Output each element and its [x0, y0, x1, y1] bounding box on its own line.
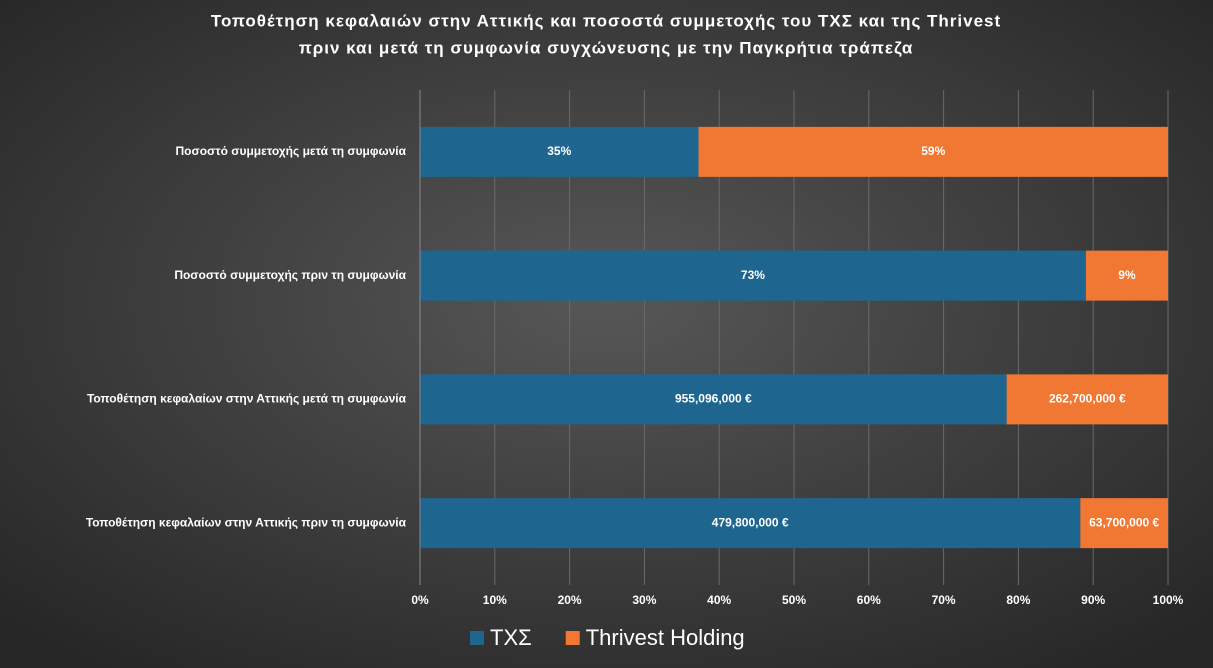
legend-swatch: [470, 631, 484, 645]
x-tick-label: 10%: [483, 593, 507, 607]
y-tick-label: Τοποθέτηση κεφαλαίων στην Αττικής μετά τ…: [87, 392, 407, 406]
legend-label: Thrivest Holding: [586, 625, 745, 650]
data-label: 59%: [921, 144, 945, 158]
chart-title: πριν και μετά τη συμφωνία συγχώνευσης με…: [299, 38, 914, 57]
data-label: 479,800,000 €: [712, 515, 789, 529]
x-tick-label: 70%: [932, 593, 956, 607]
x-tick-label: 30%: [632, 593, 656, 607]
y-tick-label: Ποσοστό συμμετοχής πριν τη συμφωνία: [174, 268, 406, 282]
bar-segment: [420, 250, 1086, 301]
x-tick-label: 90%: [1081, 593, 1105, 607]
x-tick-label: 60%: [857, 593, 881, 607]
chart-title: Τοποθέτηση κεφαλαιών στην Αττικής και πο…: [211, 11, 1001, 30]
x-tick-label: 100%: [1153, 593, 1184, 607]
x-tick-label: 50%: [782, 593, 806, 607]
bar-segment: [1080, 498, 1168, 549]
bar-segment: [420, 126, 699, 177]
data-label: 262,700,000 €: [1049, 392, 1126, 406]
x-tick-label: 0%: [411, 593, 429, 607]
data-label: 35%: [547, 144, 571, 158]
x-tick-label: 20%: [558, 593, 582, 607]
data-label: 955,096,000 €: [675, 392, 752, 406]
y-tick-label: Τοποθέτηση κεφαλαίων στην Αττικής πριν τ…: [86, 515, 407, 529]
bar-segment: [698, 126, 1168, 177]
data-label: 73%: [741, 268, 765, 282]
bar-segment: [1006, 374, 1168, 425]
data-label: 63,700,000 €: [1089, 515, 1159, 529]
bar-segment: [420, 374, 1007, 425]
legend-swatch: [565, 631, 580, 645]
x-tick-label: 80%: [1006, 593, 1030, 607]
bar-segment: [1085, 250, 1168, 301]
y-tick-label: Ποσοστό συμμετοχής μετά τη συμφωνία: [176, 144, 407, 158]
data-label: 9%: [1118, 268, 1136, 282]
x-tick-label: 40%: [707, 593, 731, 607]
legend-label: ΤΧΣ: [490, 625, 532, 650]
bar-segment: [420, 498, 1081, 549]
